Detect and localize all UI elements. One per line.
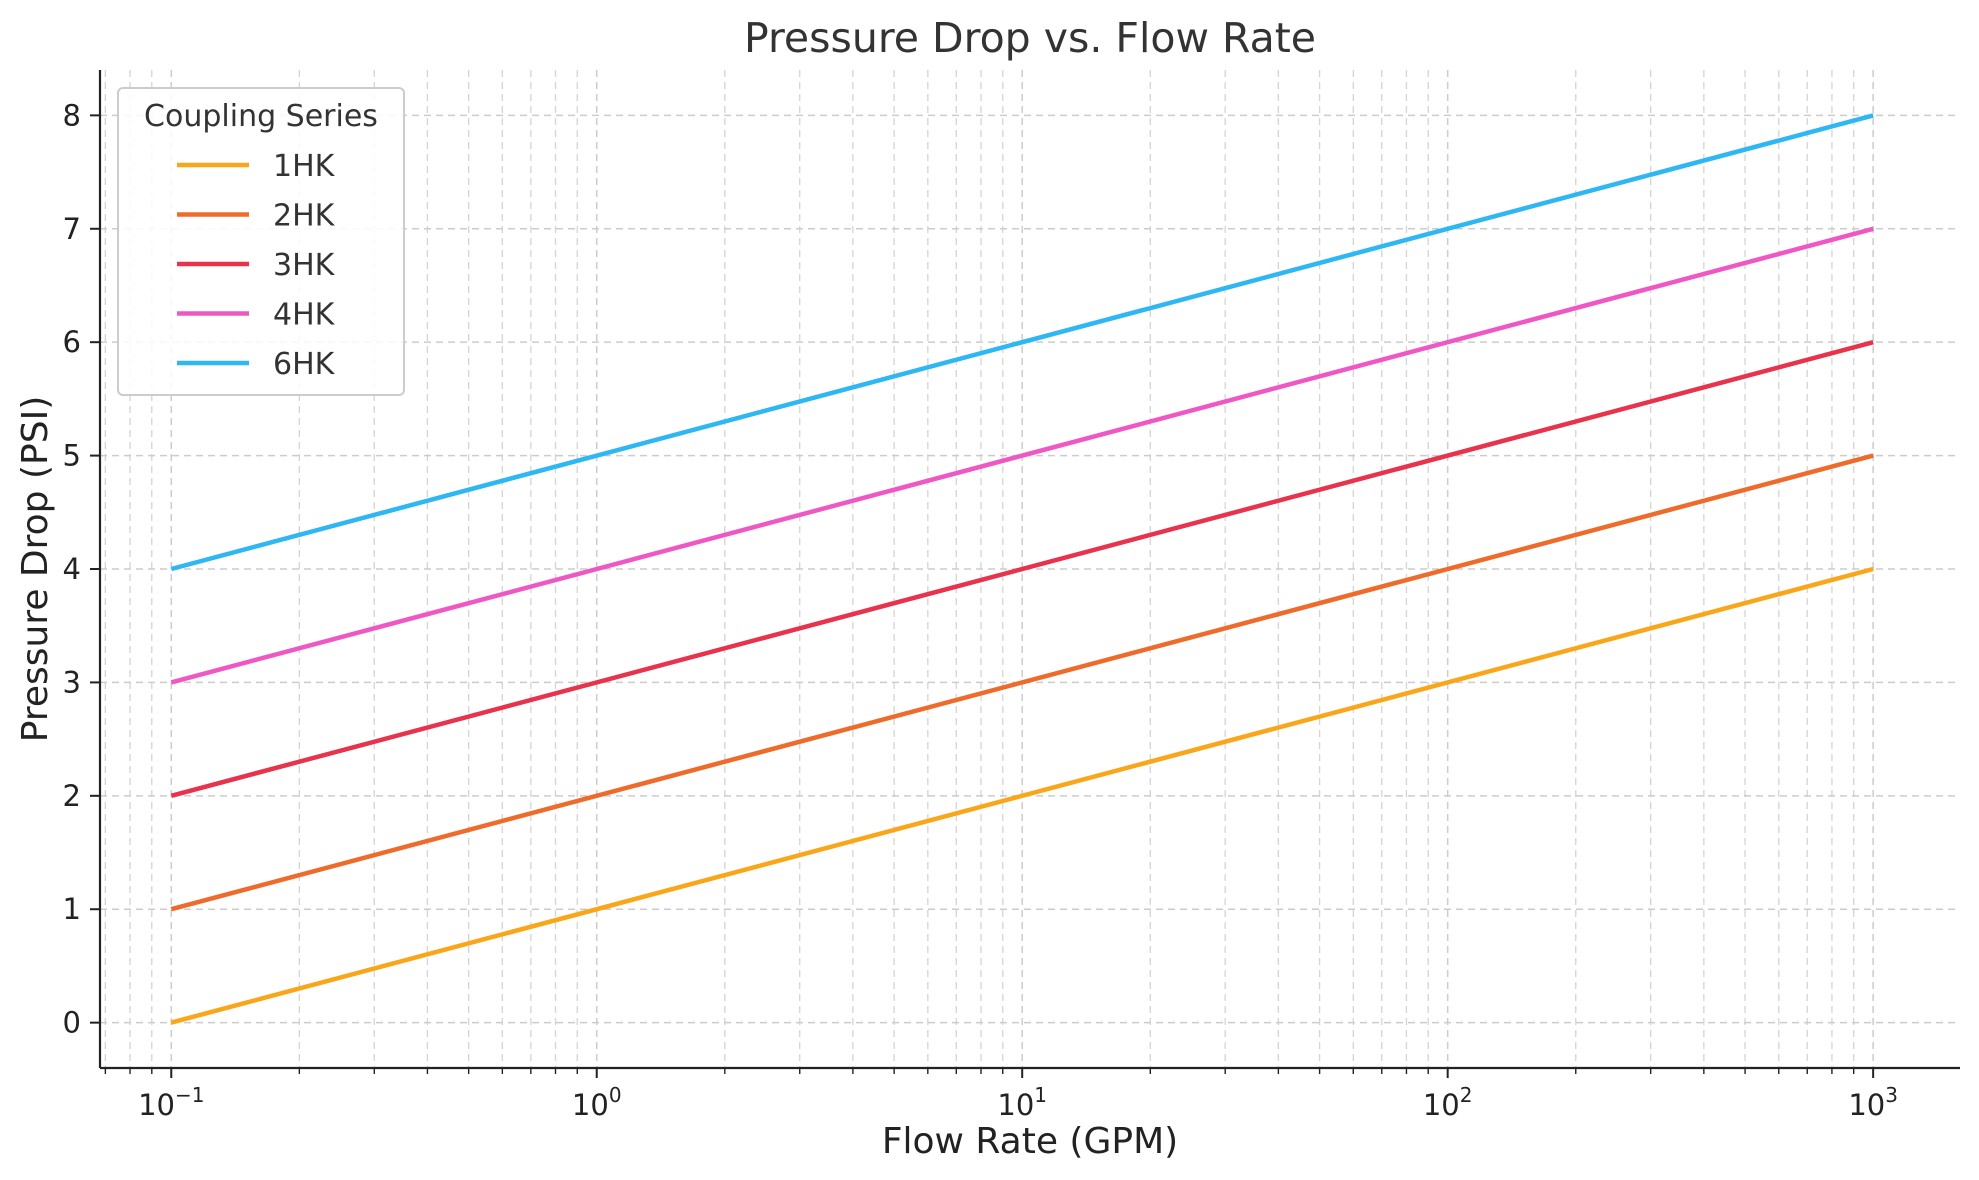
legend-title: Coupling Series <box>144 99 378 134</box>
y-tick-label: 3 <box>63 665 81 699</box>
series-lines <box>170 113 1874 1025</box>
y-tick-label: 5 <box>63 439 81 473</box>
y-tick-label: 2 <box>63 779 81 813</box>
legend-label-6hk: 6HK <box>273 347 336 382</box>
legend-label-1hk: 1HK <box>273 149 336 184</box>
y-tick-label: 6 <box>63 325 81 359</box>
series-line-3hk <box>170 340 1874 798</box>
legend-label-3hk: 3HK <box>273 248 336 283</box>
y-axis-label: Pressure Drop (PSI) <box>15 396 56 742</box>
y-tick-label: 1 <box>63 892 81 926</box>
legend-label-4hk: 4HK <box>273 298 336 333</box>
x-tick-label: 103 <box>1848 1083 1898 1122</box>
legend-box <box>117 87 405 396</box>
x-tick-label: 100 <box>572 1083 622 1122</box>
y-tick-label: 4 <box>63 552 81 586</box>
series-line-2hk <box>170 453 1874 912</box>
x-tick-label: 10−1 <box>138 1083 204 1122</box>
x-tick-label: 101 <box>997 1083 1047 1122</box>
ticks: 10−1 100 101 102 103 0 1 2 3 4 5 6 7 8 <box>63 98 1898 1122</box>
legend: Coupling Series 1HK 2HK 3HK 4HK 6HK <box>117 87 405 396</box>
series-line-6hk <box>170 113 1874 572</box>
y-tick-label: 8 <box>63 98 81 132</box>
x-axis-label: Flow Rate (GPM) <box>882 1121 1178 1162</box>
y-tick-label: 7 <box>63 212 81 246</box>
legend-label-2hk: 2HK <box>273 199 336 234</box>
series-line-4hk <box>170 226 1874 685</box>
series-line-1hk <box>170 566 1874 1025</box>
chart-title: Pressure Drop vs. Flow Rate <box>744 14 1316 62</box>
x-tick-label: 102 <box>1423 1083 1473 1122</box>
y-tick-label: 0 <box>63 1006 81 1040</box>
